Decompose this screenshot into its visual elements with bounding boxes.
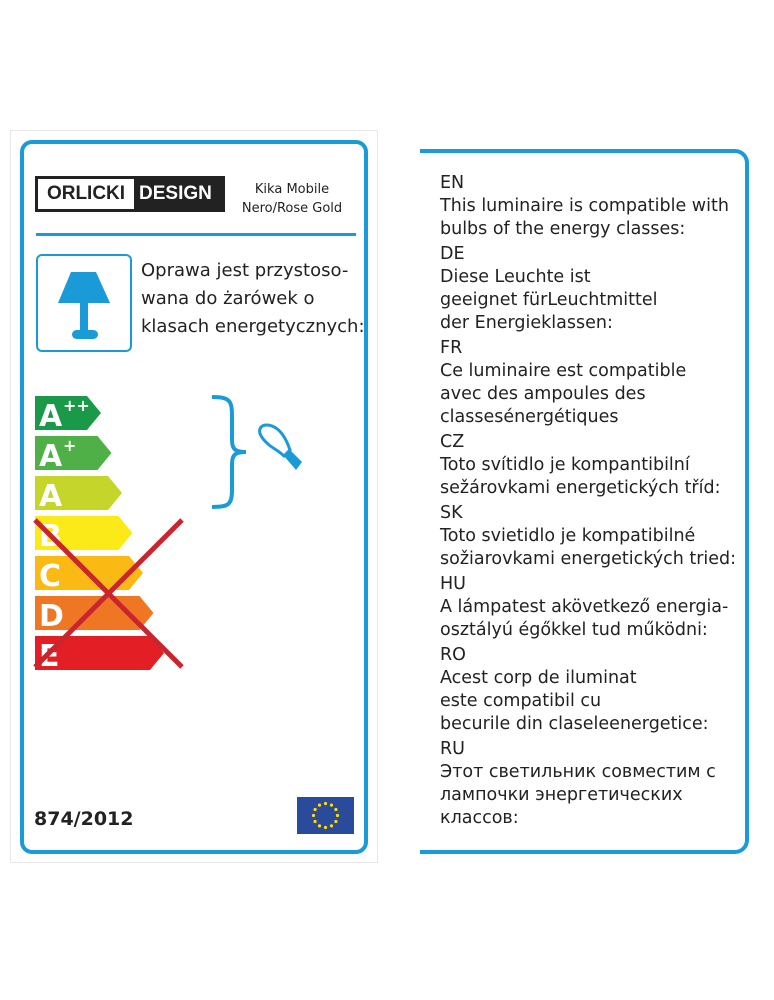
energy-class-sup: +	[63, 436, 76, 455]
translation-line: osztályú égőkkel tud működni:	[440, 620, 708, 640]
language-code: RO	[440, 645, 466, 665]
polish-text: Oprawa jest przystoso- wana do żarówek o…	[141, 257, 365, 341]
translation-line: Diese Leuchte ist	[440, 267, 591, 287]
energy-class-bar	[35, 436, 112, 470]
energy-class-bar	[35, 596, 154, 630]
text-line: klasach energetycznych:	[141, 316, 365, 337]
energy-class-label: A	[39, 399, 63, 434]
translation-line: Acest corp de iluminat	[440, 668, 637, 688]
translation-line: geeignet fürLeuchtmittel	[440, 290, 658, 310]
eu-star	[329, 803, 334, 807]
language-code: EN	[440, 173, 465, 193]
eu-star	[323, 825, 328, 830]
eu-flag-icon	[297, 797, 354, 834]
translations-panel	[420, 149, 749, 854]
energy-class-label: A	[39, 479, 63, 514]
energy-label-panel	[20, 140, 368, 854]
product-line1: Kika Mobile	[254, 182, 330, 197]
eu-star	[311, 813, 316, 818]
translation-line: becurile din claseleenergetice:	[440, 714, 709, 734]
eu-star	[329, 824, 334, 828]
translations-text: EN This luminaire is compatible with bulbs…	[440, 170, 736, 830]
translation-line: bulbs of the energy classes:	[440, 219, 686, 239]
language-code: CZ	[440, 432, 465, 452]
translation-line: Toto svítidlo je kompantibilní	[440, 455, 690, 475]
eu-star	[334, 819, 338, 824]
product-line2: Nero/Rose Gold	[241, 201, 343, 216]
energy-class-sup: ++	[63, 396, 90, 415]
eu-star	[334, 807, 338, 812]
text-line: Oprawa jest przystoso-	[141, 260, 349, 281]
bracket	[211, 395, 247, 509]
lamp-icon-box	[36, 254, 132, 352]
eu-star	[323, 801, 328, 806]
energy-class-scale: A++A+ABCDE	[33, 395, 302, 674]
lamp-icon	[58, 272, 110, 339]
translation-line: This luminaire is compatible with	[440, 196, 729, 216]
language-code: FR	[440, 338, 463, 358]
energy-class-label: A	[39, 439, 63, 474]
translation-line: classesénergétiques	[440, 407, 619, 427]
eu-star	[313, 807, 317, 812]
eu-star	[317, 803, 322, 807]
language-code: DE	[440, 244, 465, 264]
energy-class-label: D	[39, 599, 64, 634]
brand-logo: ORLICKI DESIGN	[35, 176, 225, 212]
text-line: wana do żarówek o	[141, 288, 315, 309]
eu-star	[313, 819, 317, 824]
translation-line: Этот светильник совместим с	[440, 762, 716, 782]
product-name: Kika Mobile Nero/Rose Gold	[232, 180, 352, 218]
energy-class-bar	[35, 476, 122, 510]
cross-mark-icon	[33, 518, 184, 669]
label-frame	[10, 130, 378, 863]
translation-line: sožiarovkami energetických tried:	[440, 549, 737, 569]
energy-class-bar	[35, 396, 101, 430]
language-code: HU	[440, 574, 466, 594]
language-code: SK	[440, 503, 463, 523]
divider	[36, 233, 356, 236]
translation-line: avec des ampoules des	[440, 384, 646, 404]
translation-line: Ce luminaire est compatible	[440, 361, 687, 381]
language-code: RU	[440, 739, 465, 759]
energy-class-label: C	[39, 559, 61, 594]
eu-star	[317, 824, 322, 828]
logo-right: DESIGN	[139, 183, 212, 204]
translation-line: лампочки энергетических	[440, 785, 683, 805]
energy-class-bar	[35, 636, 164, 670]
translation-line: Toto svietidlo je kompatibilné	[440, 526, 696, 546]
eu-star	[335, 813, 340, 818]
regulation-number: 874/2012	[34, 808, 134, 830]
translation-line: A lámpatest akövetkező energia-	[440, 597, 729, 617]
translation-line: sežárovkami energetických tříd:	[440, 478, 721, 498]
translation-line: este compatibil cu	[440, 691, 602, 711]
translation-line: der Energieklassen:	[440, 313, 613, 333]
bulb-icon	[258, 423, 302, 470]
logo-left: ORLICKI	[38, 179, 134, 209]
translation-line: классов:	[440, 808, 519, 828]
